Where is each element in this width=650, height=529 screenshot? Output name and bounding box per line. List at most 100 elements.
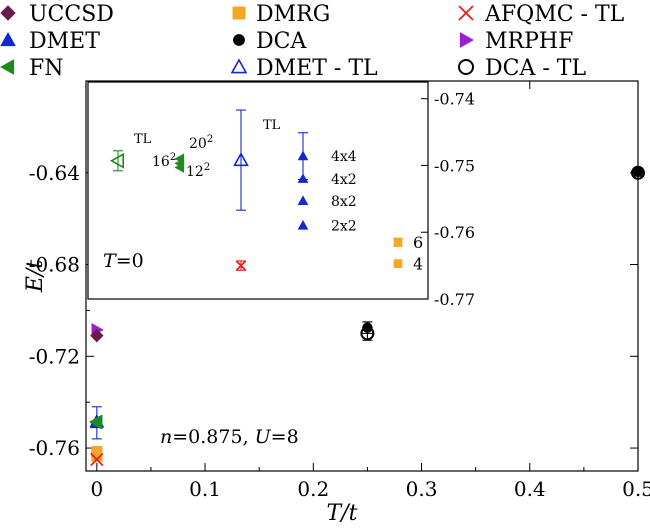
legend-label: DCA <box>256 29 307 54</box>
label-base: 16 <box>152 154 170 170</box>
x-tick-label: 0 <box>90 477 103 501</box>
legend-item: DCA - TL <box>458 56 586 81</box>
inset-dmrg-size-label: 4 <box>413 255 423 274</box>
inset-point-dmrg-1 <box>393 259 403 268</box>
legend-item: DMET - TL <box>230 56 378 81</box>
marker-shape <box>235 260 247 271</box>
inset-fn-size-label: 122 <box>186 162 210 180</box>
annotation-part: n <box>160 426 172 448</box>
inset-dmet-size-label: 4x2 <box>331 172 357 188</box>
label-exponent: 2 <box>204 162 210 173</box>
x-tick-label: 0.5 <box>622 477 650 501</box>
x-tick-label: 0.3 <box>406 477 438 501</box>
marker-shape <box>632 166 644 177</box>
annotation-part: T <box>103 250 117 272</box>
main-point-dca-1 <box>632 166 644 177</box>
inset-dmet-size-label: 4x4 <box>331 149 357 165</box>
inset-y-tick-label: -0.75 <box>434 156 475 175</box>
legend-label: UCCSD <box>29 2 114 27</box>
main-point-dmrg-1 <box>91 450 103 462</box>
y-tick-label: -0.76 <box>29 436 80 460</box>
marker-shape <box>0 31 16 47</box>
legend-marker <box>458 59 474 75</box>
main-point-uccsd-0 <box>90 328 104 343</box>
legend-marker <box>459 32 475 48</box>
legend-item: MRPHF <box>459 29 573 54</box>
legend-item: UCCSD <box>0 2 114 27</box>
inset-fn-size-label: 162 <box>152 152 176 170</box>
inset-dmet-size-label: 2x2 <box>331 219 357 235</box>
marker-shape <box>174 162 185 173</box>
marker-shape <box>109 152 124 169</box>
inset-temperature-annotation: T=0 <box>103 250 144 272</box>
marker-shape <box>232 6 246 20</box>
marker-shape <box>233 151 249 167</box>
legend-marker <box>0 5 16 21</box>
x-tick-label: 0.2 <box>297 477 329 501</box>
inset-y-tick-label: -0.74 <box>434 90 475 109</box>
annotation-part: =8 <box>271 426 299 448</box>
inset-dmrg-size-label: 6 <box>413 233 423 252</box>
inset-point-afqmc-tl-0 <box>235 260 247 271</box>
inset-y-tick-label: -0.76 <box>434 223 475 242</box>
legend-item: DMRG <box>232 2 330 27</box>
marker-shape <box>89 415 103 430</box>
legend-item: DCA <box>233 29 307 54</box>
legend-marker <box>0 31 16 47</box>
inset-point-dmet-3 <box>297 220 309 230</box>
marker-shape <box>458 59 474 75</box>
x-tick-label: 0.4 <box>514 477 546 501</box>
y-tick-label: -0.68 <box>29 253 80 277</box>
marker-shape <box>362 322 373 333</box>
inset-y-tick-label: -0.77 <box>434 290 475 309</box>
label-base: 12 <box>186 164 204 180</box>
legend-label: DMET - TL <box>256 56 378 81</box>
legend-item: AFQMC - TL <box>458 2 625 27</box>
inset-dmet-size-label: 8x2 <box>331 194 357 210</box>
marker-shape <box>90 452 104 467</box>
marker-shape <box>458 5 474 21</box>
inset-plot-frame <box>87 81 429 300</box>
marker-shape <box>233 34 245 46</box>
main-point-afqmc-tl-0 <box>90 452 104 467</box>
inset-dmet-tl-label: TL <box>263 118 281 133</box>
inset-point-dmrg-0 <box>393 237 403 247</box>
y-tick-label: -0.72 <box>29 344 80 368</box>
x-tick-label: 0.1 <box>189 477 221 501</box>
label-base: 20 <box>189 136 207 152</box>
marker-shape <box>297 195 309 205</box>
legend-item: DMET <box>0 29 100 54</box>
inset-point-fn-2 <box>174 162 185 173</box>
legend-label: DCA - TL <box>485 56 586 81</box>
y-axis-label: E/t <box>23 260 48 293</box>
legend-marker <box>232 6 246 20</box>
label-exponent: 2 <box>207 134 213 145</box>
inset-error-bar <box>236 109 246 211</box>
inset-error-bar <box>113 150 123 172</box>
marker-shape <box>297 150 309 161</box>
marker-shape <box>393 259 403 268</box>
marker-shape <box>0 5 16 21</box>
inset-point-dmet-0 <box>297 150 309 161</box>
legend-marker <box>230 58 248 74</box>
legend-item: FN - TL <box>29 0 115 6</box>
inset-point-dmet-1 <box>297 173 309 183</box>
main-point-dca-0 <box>362 322 373 333</box>
parameter-annotation: n=0.875, U=8 <box>160 426 299 448</box>
inset-point-fn-tl-0 <box>109 152 124 169</box>
marker-shape <box>297 173 309 183</box>
inset-fn-size-label: 202 <box>189 134 213 152</box>
main-plot-frame <box>85 80 639 472</box>
inset-point-dmet-tl-0 <box>233 151 249 167</box>
legend-item: FN <box>0 56 64 81</box>
legend-marker <box>0 59 15 75</box>
label-exponent: 2 <box>170 152 176 163</box>
marker-shape <box>90 328 104 343</box>
legend-label: DMRG <box>256 2 330 27</box>
marker-shape <box>0 59 15 75</box>
legend-marker <box>458 5 474 21</box>
inset-point-dmet-2 <box>297 195 309 205</box>
legend-label: AFQMC - TL <box>484 2 625 27</box>
annotation-part: =0 <box>116 250 144 272</box>
